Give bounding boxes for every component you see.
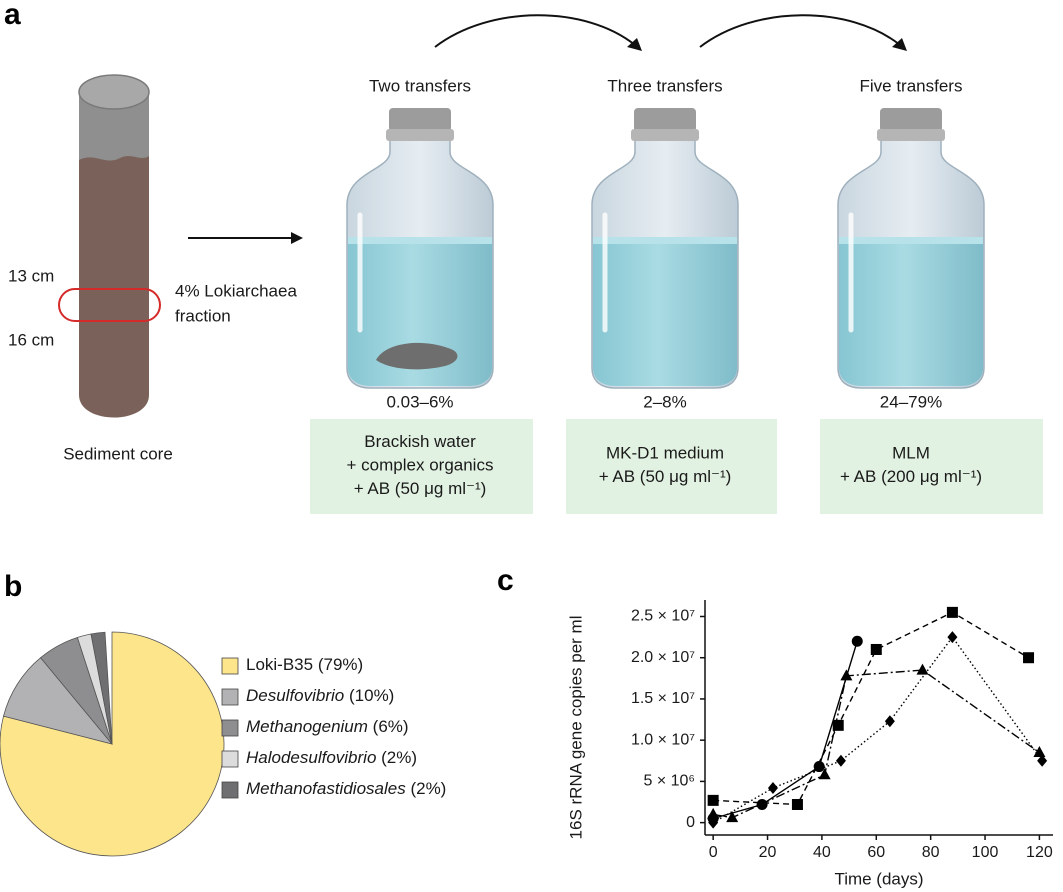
marker (884, 715, 895, 728)
marker (707, 794, 719, 806)
legend-swatch (221, 688, 239, 706)
series-line (713, 611, 1029, 806)
marker (818, 768, 831, 780)
medium-boxes (310, 419, 1043, 514)
marker (946, 606, 958, 618)
marker (1023, 652, 1035, 664)
marker (835, 754, 846, 767)
marker (1033, 746, 1046, 758)
y-tick-label: 5 × 10⁶ (643, 773, 695, 790)
marker (947, 631, 958, 644)
panel-label: b (4, 570, 22, 603)
legend-label: Methanogenium (6%) (246, 717, 409, 736)
transfer-title: Two transfers (369, 76, 471, 95)
medium-text: + AB (50 μg ml⁻¹) (354, 479, 487, 498)
transfer-title: Five transfers (860, 76, 963, 95)
legend-label: Methanofastidiosales (2%) (246, 779, 446, 798)
x-axis-label: Time (days) (834, 869, 923, 888)
y-tick-label: 2.0 × 10⁷ (631, 649, 695, 666)
marker (767, 782, 778, 794)
marker (840, 669, 853, 681)
x-tick-label: 80 (922, 844, 940, 861)
transfer-title: Three transfers (607, 76, 722, 95)
percent-label: 0.03–6% (386, 392, 453, 411)
legend-name: Desulfovibrio (246, 686, 344, 705)
x-tick-label: 60 (867, 844, 885, 861)
arrows (188, 14, 907, 244)
medium-text: + complex organics (347, 455, 494, 474)
marker (726, 811, 739, 823)
y-tick-label: 2.5 × 10⁷ (631, 608, 695, 625)
medium-text: MLM (892, 444, 930, 463)
medium-text: + AB (200 μg ml⁻¹) (840, 467, 982, 486)
marker (813, 761, 825, 773)
marker (1037, 754, 1048, 767)
series-line (712, 635, 1043, 824)
sediment-core (58, 74, 161, 418)
marker (916, 663, 929, 675)
fraction-label: 4% Lokiarchaea (175, 281, 297, 300)
percent-label: 24–79% (880, 392, 942, 411)
y-tick-label: 1.0 × 10⁷ (631, 731, 695, 748)
y-tick-label: 0 (686, 814, 695, 831)
legend-swatch (221, 750, 239, 768)
legend-swatch (221, 719, 239, 737)
x-tick-label: 40 (813, 844, 831, 861)
medium-text: + AB (50 μg ml⁻¹) (599, 467, 732, 486)
x-tick-label: 20 (759, 844, 777, 861)
legend-swatch (221, 781, 239, 799)
legend-swatch (221, 657, 239, 675)
x-tick-label: 120 (1026, 844, 1053, 861)
charts: b Loki-B35 (79%) Desulfovibrio (10%) Methan… (0, 564, 1053, 888)
marker (870, 643, 882, 655)
series-line (712, 641, 858, 820)
marker (708, 816, 719, 829)
medium-text: Brackish water (364, 432, 476, 451)
legend-label: Halodesulfovibrio (2%) (246, 748, 417, 767)
legend-label: Loki-B35 (79%) (246, 655, 363, 674)
legend-name: Loki-B35 (246, 655, 313, 674)
legend-value: (79%) (318, 655, 363, 674)
pie-slice (0, 631, 225, 857)
x-tick-label: 0 (709, 844, 718, 861)
legend-name: Halodesulfovibrio (246, 748, 376, 767)
depth-label: 13 cm (8, 266, 54, 285)
legend-value: (6%) (373, 717, 409, 736)
marker (832, 719, 844, 731)
pie-slice (90, 631, 113, 745)
marker (851, 635, 863, 647)
panel-label: c (497, 564, 514, 597)
legend-value: (10%) (349, 686, 394, 705)
legend-value: (2%) (381, 748, 417, 767)
marker (791, 798, 803, 810)
legend-label: Desulfovibrio (10%) (246, 686, 394, 705)
legend-name: Methanofastidiosales (246, 779, 406, 798)
y-tick-label: 1.5 × 10⁷ (631, 690, 695, 707)
depth-label: 16 cm (8, 330, 54, 349)
panel-label: a (4, 0, 21, 31)
legend-value: (2%) (410, 779, 446, 798)
bottles (347, 108, 984, 388)
medium-text: MK-D1 medium (606, 444, 724, 463)
core-caption: Sediment core (63, 444, 173, 463)
fraction-label: fraction (175, 306, 231, 325)
legend-name: Methanogenium (246, 717, 368, 736)
marker (707, 807, 720, 819)
transfers: Two transfers 0.03–6% Brackish water + comp… (347, 76, 983, 498)
x-tick-label: 100 (972, 844, 999, 861)
y-axis-label: 16S rRNA gene copies per ml (566, 616, 585, 840)
series-line (713, 669, 1040, 819)
percent-label: 2–8% (643, 392, 686, 411)
